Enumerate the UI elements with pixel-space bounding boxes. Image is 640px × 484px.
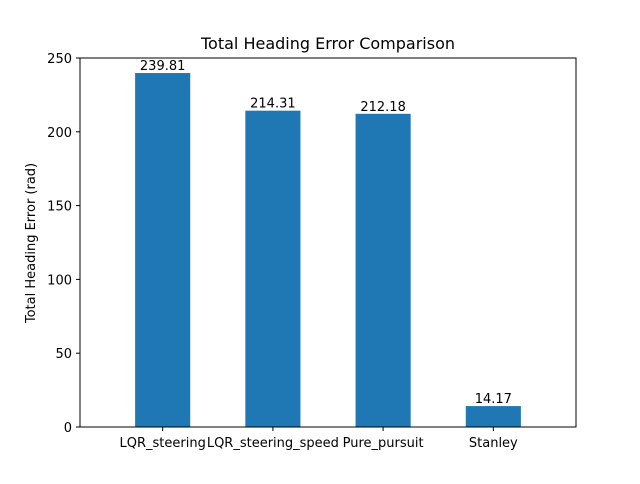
plot-frame xyxy=(79,57,577,428)
x-tick-label: LQR_steering xyxy=(120,436,206,451)
y-tick-label: 150 xyxy=(47,200,72,215)
y-axis-ticks: 0 50 100 150 200 250 xyxy=(47,52,80,436)
chart-title: Total Heading Error Comparison xyxy=(200,34,455,53)
y-tick-label: 50 xyxy=(55,347,72,362)
x-tick-label: LQR_steering_speed xyxy=(207,436,339,451)
data-label: 14.17 xyxy=(475,392,512,407)
bar-pure-pursuit xyxy=(355,113,411,427)
y-tick-label: 100 xyxy=(47,273,72,288)
y-tick-label: 200 xyxy=(47,126,72,141)
y-axis-label: Total Heading Error (rad) xyxy=(24,163,39,324)
data-label: 239.81 xyxy=(140,59,186,74)
data-labels-group: 239.81 214.31 212.18 14.17 xyxy=(140,59,512,407)
bars-group xyxy=(135,73,521,428)
data-label: 212.18 xyxy=(360,100,406,115)
bar-lqr-steering xyxy=(135,73,191,427)
y-tick-label: 250 xyxy=(47,52,72,67)
y-tick-label: 0 xyxy=(64,421,72,436)
data-label: 214.31 xyxy=(250,97,296,112)
x-tick-label: Stanley xyxy=(469,436,518,451)
x-tick-label: Pure_pursuit xyxy=(343,436,424,451)
bar-stanley xyxy=(465,406,521,427)
bar-lqr-steering-speed xyxy=(245,110,301,428)
x-axis-ticks: LQR_steering LQR_steering_speed Pure_pursu… xyxy=(120,427,518,451)
